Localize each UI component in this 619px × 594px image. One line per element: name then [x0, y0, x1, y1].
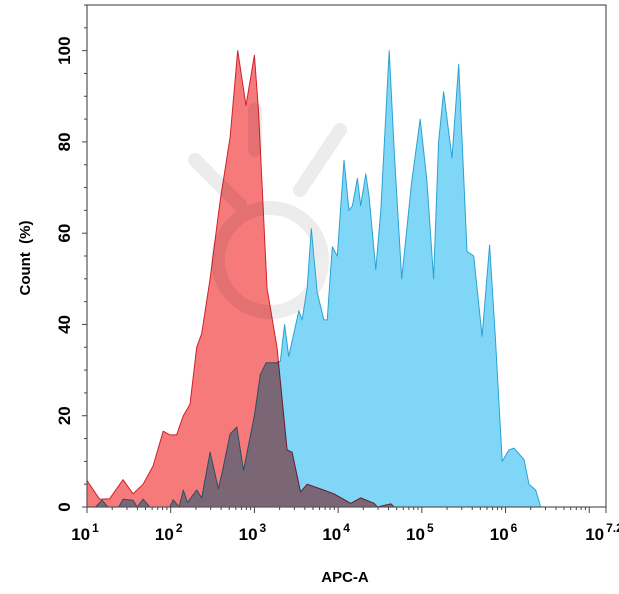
series-control-area	[86, 50, 395, 508]
x-axis-label: APC-A	[321, 569, 369, 586]
series-stained-area	[86, 50, 542, 508]
x-tick-label: 107.2	[585, 521, 619, 544]
x-tick-label: 10 6	[490, 521, 518, 544]
series-layer	[86, 50, 542, 508]
x-tick-label: 10 2	[155, 521, 183, 544]
x-tick-label: 10 5	[406, 521, 434, 544]
y-tick-label: 60	[55, 224, 74, 243]
y-tick-label: 80	[55, 132, 74, 151]
x-tick-label: 10 4	[322, 521, 350, 544]
axes: 0 20 40 60 80 100 101 102 103 104 105 106 107.2	[55, 4, 619, 544]
y-tick-label: 0	[55, 502, 74, 511]
y-axis-label: Count (%)	[17, 221, 34, 296]
x-tick-label: 10 1	[71, 521, 99, 544]
y-tick-label: 20	[55, 406, 74, 425]
y-tick-label: 40	[55, 315, 74, 334]
y-tick-label: 100	[55, 36, 74, 64]
x-tick-label: 10 3	[239, 521, 267, 544]
